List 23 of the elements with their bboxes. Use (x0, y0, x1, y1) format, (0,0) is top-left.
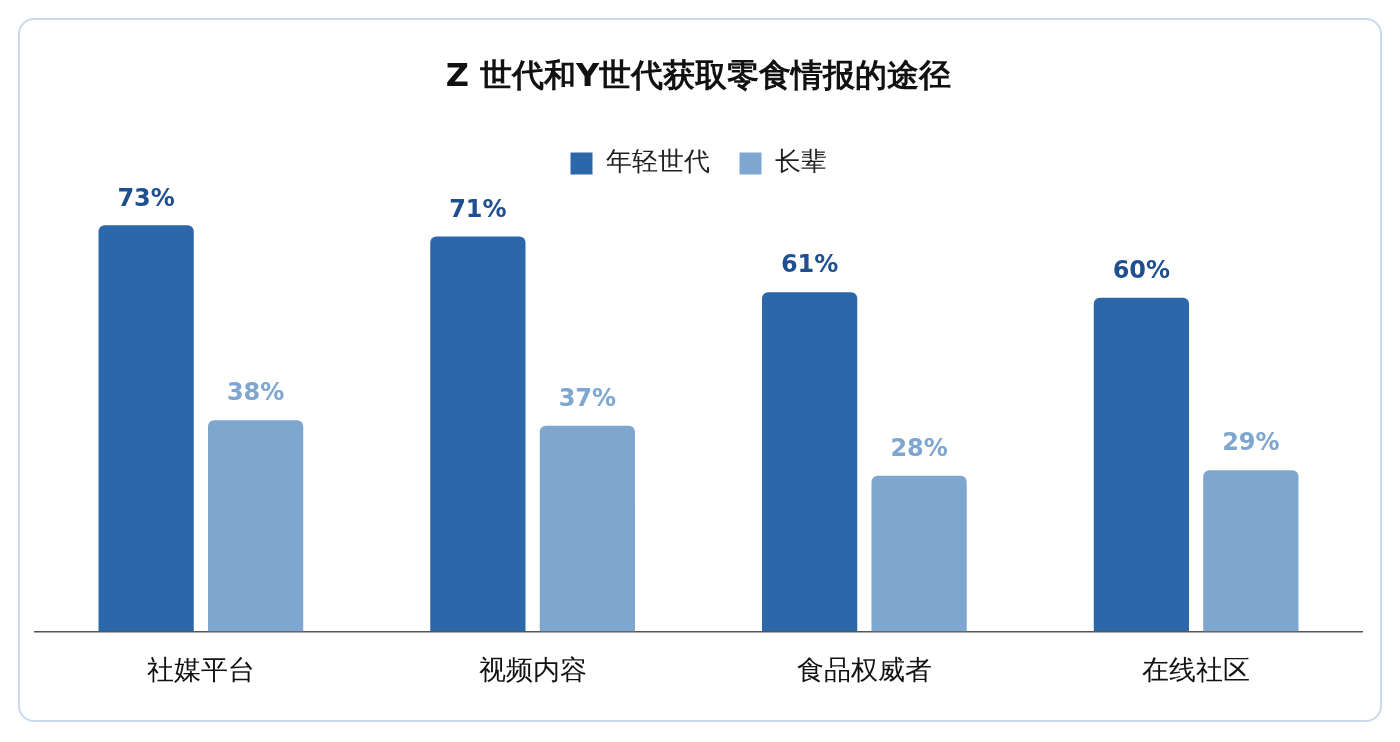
legend-label: 长辈 (774, 146, 827, 177)
bar (207, 420, 304, 632)
x-tick-label: 食品权威者 (796, 653, 932, 685)
chart-title: Z 世代和Y世代获取零食情报的途径 (445, 55, 952, 94)
data-label: 73% (117, 183, 175, 212)
bar (762, 292, 858, 632)
data-label: 71% (449, 194, 507, 223)
x-tick-label: 社媒平台 (146, 653, 255, 685)
x-tick-label: 在线社区 (1142, 653, 1251, 685)
data-label: 37% (558, 383, 617, 412)
data-label: 38% (226, 378, 285, 407)
bar (430, 236, 526, 632)
bar (539, 425, 635, 632)
data-label: 29% (1222, 428, 1280, 457)
bar (871, 475, 967, 632)
data-label: 60% (1112, 255, 1171, 284)
data-label: 61% (780, 250, 839, 279)
bar (1203, 470, 1299, 632)
x-tick-label: 视频内容 (478, 653, 587, 685)
bar (98, 225, 194, 632)
data-label: 28% (890, 434, 948, 463)
bar (1093, 297, 1190, 632)
legend-label: 年轻世代 (605, 146, 710, 177)
